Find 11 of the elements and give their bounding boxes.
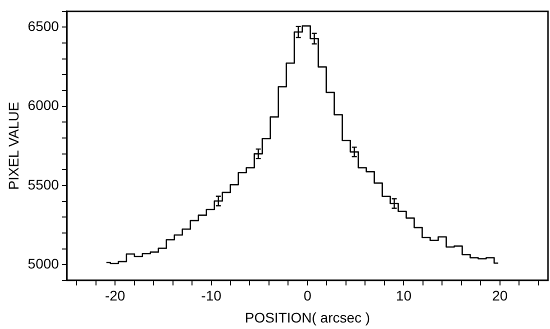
x-tick-label: 20 — [492, 288, 508, 304]
y-tick-label: 6500 — [28, 18, 60, 34]
y-tick-label: 5500 — [28, 176, 60, 192]
y-tick-label: 5000 — [28, 255, 60, 272]
x-tick-label: -10 — [201, 288, 222, 304]
x-tick-label: 10 — [396, 288, 412, 304]
y-axis-title: PIXEL VALUE — [5, 102, 22, 190]
x-tick-label: -20 — [104, 288, 126, 304]
y-tick-label: 6000 — [28, 97, 60, 114]
x-tick-label: 0 — [304, 288, 312, 304]
x-axis-title: POSITION( arcsec ) — [244, 309, 370, 326]
